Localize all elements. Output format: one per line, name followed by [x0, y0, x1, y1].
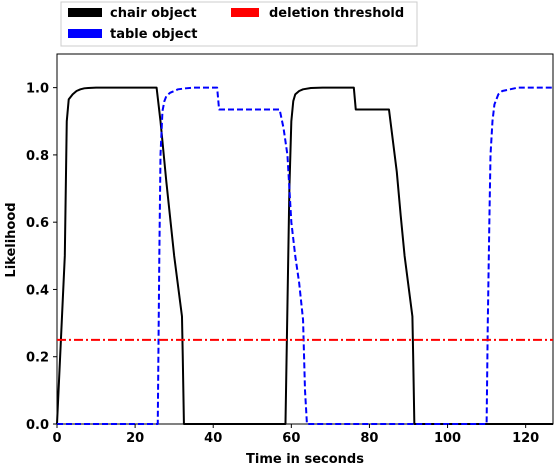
series-layer — [56, 86, 553, 425]
y-tick-label: 0.0 — [26, 418, 49, 433]
legend: chair object table object deletion thres… — [60, 1, 418, 47]
series-line-chair-object — [56, 86, 553, 425]
legend-swatch-threshold — [231, 8, 259, 17]
x-tick-label: 60 — [282, 431, 300, 446]
series-line-table-object — [57, 86, 553, 425]
x-axis-ticks: 0 20 40 60 80 100 120 — [52, 424, 539, 446]
legend-label-table: table object — [110, 27, 198, 42]
x-tick-label: 20 — [126, 431, 144, 446]
x-axis-label: Time in seconds — [246, 452, 364, 467]
y-tick-label: 0.2 — [26, 351, 49, 366]
plot-area: 0 20 40 60 80 100 120 0.0 0.2 0.4 0.6 0.8 1.0 — [26, 53, 554, 446]
legend-swatch-table — [68, 29, 102, 38]
x-tick-label: 100 — [434, 431, 461, 446]
y-tick-label: 0.6 — [26, 216, 49, 231]
plot-frame — [56, 53, 554, 425]
y-axis-label: Likelihood — [4, 202, 19, 277]
x-tick-label: 0 — [52, 431, 61, 446]
legend-label-chair: chair object — [110, 6, 197, 21]
x-tick-label: 80 — [360, 431, 378, 446]
y-tick-label: 0.8 — [26, 149, 49, 164]
x-tick-label: 40 — [204, 431, 222, 446]
legend-swatch-chair — [68, 8, 102, 17]
x-tick-label: 120 — [512, 431, 539, 446]
y-tick-label: 1.0 — [26, 82, 49, 97]
y-tick-label: 0.4 — [26, 283, 49, 298]
y-axis-ticks: 0.0 0.2 0.4 0.6 0.8 1.0 — [26, 82, 57, 433]
legend-label-threshold: deletion threshold — [269, 6, 404, 21]
